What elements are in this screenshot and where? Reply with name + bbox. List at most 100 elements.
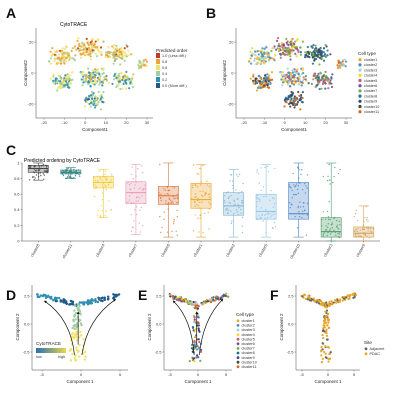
box-point — [94, 179, 97, 182]
cell-point — [311, 46, 314, 49]
cell-point — [328, 353, 331, 356]
box-point — [208, 185, 211, 188]
cell-point — [200, 348, 203, 351]
cell-point — [197, 305, 200, 308]
box-point — [289, 186, 291, 188]
box-iqr — [190, 182, 212, 209]
cell-point — [346, 294, 349, 297]
box-point — [176, 209, 178, 212]
box-point — [325, 225, 327, 227]
box-point — [296, 188, 299, 191]
cell-point — [293, 74, 297, 77]
x-tick-label: 0 — [197, 372, 200, 377]
cell-point — [251, 47, 254, 50]
box-point — [168, 189, 171, 192]
cell-point — [104, 76, 107, 80]
cell-point — [70, 300, 73, 303]
box-point — [108, 200, 110, 202]
cell-point — [343, 64, 346, 67]
legend-label: cluster10 — [242, 360, 257, 364]
cell-point — [328, 357, 331, 361]
cell-point — [96, 300, 100, 304]
cell-point — [279, 71, 282, 74]
cell-point — [96, 39, 99, 42]
cell-point — [291, 49, 294, 52]
cell-point — [184, 299, 187, 303]
box-point — [164, 202, 167, 205]
box-point — [230, 222, 233, 225]
box-point — [291, 189, 293, 192]
cell-point — [102, 67, 105, 70]
box-point — [354, 213, 357, 215]
box-iqr — [320, 217, 342, 238]
cell-point — [324, 77, 327, 80]
y-tick-label: -2.5 — [23, 349, 31, 354]
box-point — [260, 189, 262, 192]
box-point — [141, 195, 143, 197]
box-point — [325, 229, 328, 231]
x-tick-label: -5 — [168, 372, 172, 377]
cell-point — [324, 78, 327, 81]
panel-f-ylabel: Component 2 — [279, 313, 284, 341]
cell-point — [318, 56, 321, 59]
cell-point — [214, 298, 217, 301]
cell-point — [93, 77, 97, 81]
cell-point — [320, 354, 323, 357]
trajectory-arrow — [43, 300, 75, 356]
box-point — [201, 194, 203, 197]
box-point — [73, 176, 75, 179]
box-point — [322, 211, 324, 213]
box-point — [258, 173, 260, 175]
cell-point — [322, 327, 325, 330]
legend-swatch — [358, 94, 362, 98]
cell-point — [92, 103, 95, 107]
panel-a-xlabel: Component1 — [82, 127, 108, 132]
legend-label: cluster5 — [364, 79, 377, 83]
cell-point — [174, 295, 177, 298]
cell-point — [79, 334, 83, 337]
box-point — [326, 210, 329, 213]
cell-point — [120, 53, 123, 56]
cell-point — [68, 303, 71, 306]
cell-point — [50, 62, 53, 65]
legend-label: cluster11 — [242, 365, 257, 369]
cell-point — [94, 81, 97, 85]
cell-point — [217, 298, 221, 301]
cell-point — [62, 298, 66, 302]
cell-point — [318, 63, 321, 66]
cell-point — [107, 297, 110, 301]
cell-point — [249, 62, 253, 65]
cell-point — [287, 102, 291, 106]
box-point — [136, 213, 138, 216]
box-point — [173, 187, 176, 189]
box-point — [133, 220, 135, 222]
cell-point — [304, 75, 307, 78]
cell-point — [193, 316, 196, 319]
cell-point — [191, 303, 194, 306]
box-point — [161, 226, 163, 229]
cell-point — [324, 356, 327, 359]
box-point — [101, 209, 104, 212]
cell-point — [322, 59, 326, 62]
box-point — [237, 204, 239, 206]
cell-point — [137, 64, 140, 67]
cell-point — [325, 45, 328, 48]
box-point — [133, 187, 136, 190]
legend-swatch — [156, 59, 160, 64]
cell-point — [98, 72, 101, 76]
box-point — [336, 224, 339, 227]
cell-point — [204, 301, 207, 304]
cell-point — [328, 81, 331, 84]
box-point — [240, 202, 243, 204]
box-point — [302, 202, 305, 204]
cell-point — [294, 96, 297, 99]
box-point — [199, 167, 201, 170]
cell-point — [56, 89, 59, 92]
box-point — [327, 218, 330, 221]
trajectory-arrow — [81, 299, 117, 356]
panel-letter-b: B — [206, 5, 216, 21]
cell-point — [59, 77, 62, 80]
cell-point — [329, 79, 332, 82]
cell-point — [304, 56, 307, 59]
box-point — [131, 166, 133, 168]
